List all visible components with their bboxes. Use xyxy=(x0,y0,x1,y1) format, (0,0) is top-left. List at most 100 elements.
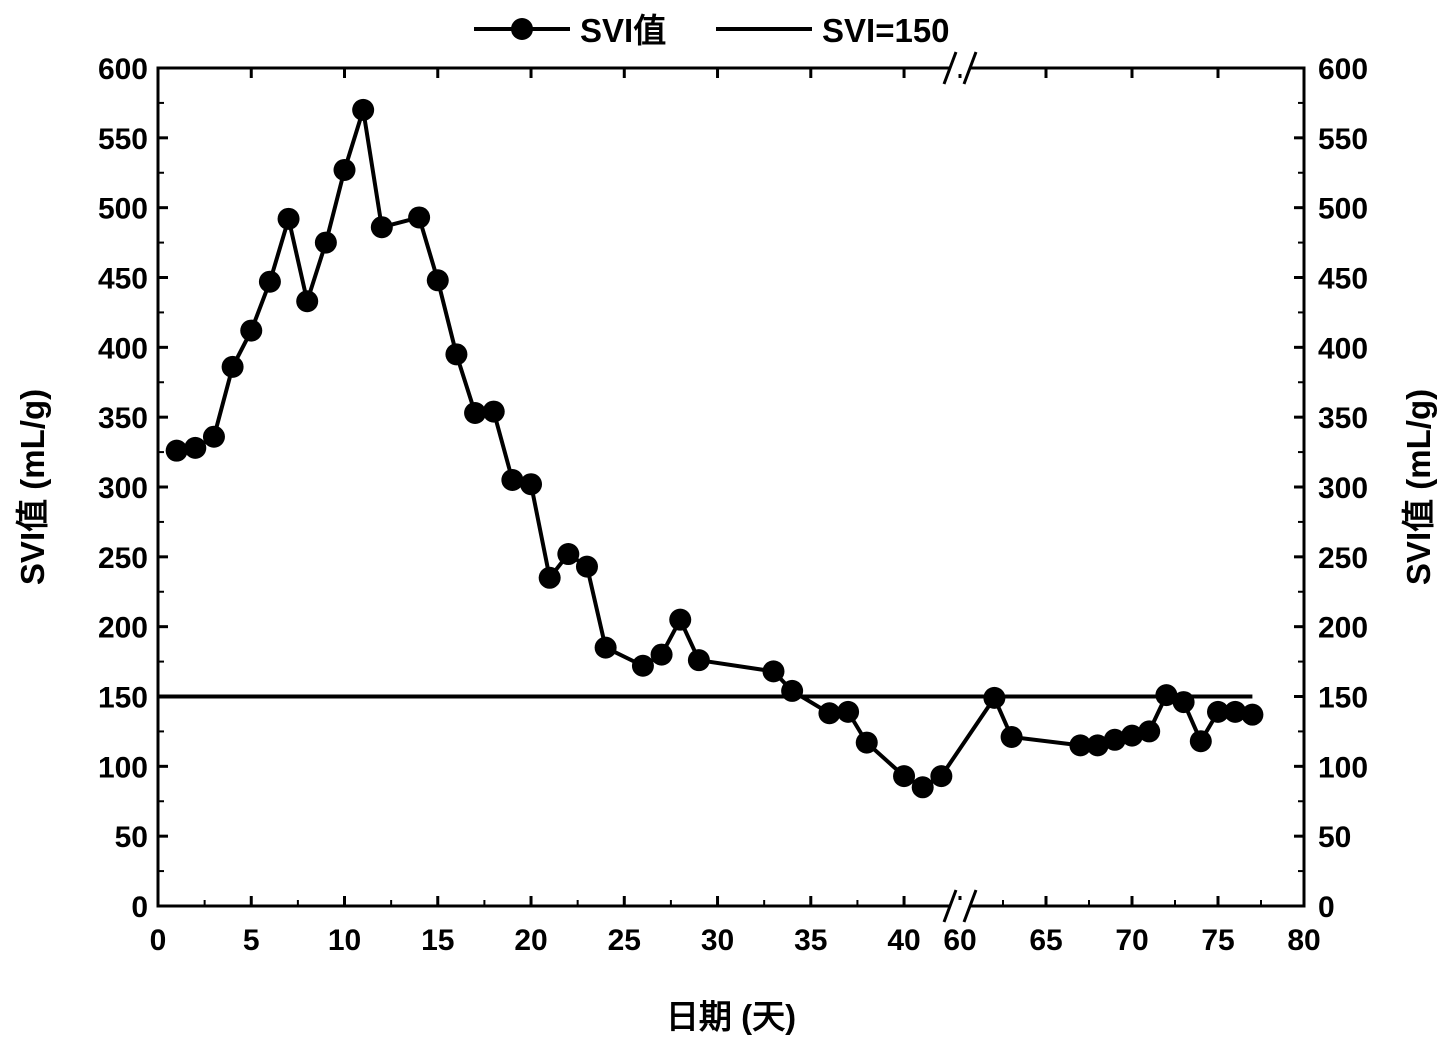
svi-data-point xyxy=(837,700,860,723)
svi-data-point xyxy=(165,439,188,462)
y-tick-label-left: 300 xyxy=(98,472,148,505)
break-slash xyxy=(962,889,978,923)
y-tick-label-right: 600 xyxy=(1318,53,1368,86)
svi-data-point xyxy=(669,608,692,631)
y-tick-label-right: 250 xyxy=(1318,542,1368,575)
y-tick-label-left: 50 xyxy=(115,821,148,854)
y-tick-label-left: 500 xyxy=(98,193,148,226)
svi-data-point xyxy=(352,98,375,121)
y-tick-label-left: 150 xyxy=(98,682,148,715)
svi-data-point xyxy=(538,566,561,589)
x-axis-title: 日期 (天) xyxy=(666,998,796,1035)
y-tick-label-left: 600 xyxy=(98,53,148,86)
y-tick-label-left: 350 xyxy=(98,402,148,435)
y-tick-label-left: 450 xyxy=(98,263,148,296)
x-tick-label: 5 xyxy=(243,924,260,957)
svi-data-point xyxy=(408,206,431,229)
y-tick-label-right: 200 xyxy=(1318,612,1368,645)
svi-data-point xyxy=(855,731,878,754)
svi-data-point xyxy=(1069,734,1092,757)
x-tick-label: 35 xyxy=(794,924,827,957)
plot-area-border xyxy=(156,66,1306,908)
x-tick-label: 20 xyxy=(514,924,547,957)
y-tick-label-right: 350 xyxy=(1318,402,1368,435)
svi-data-point xyxy=(1121,724,1143,747)
svi-data-point xyxy=(426,269,449,292)
svi-data-point xyxy=(631,654,654,677)
svi-data-point xyxy=(1241,703,1264,726)
x-tick-label: 75 xyxy=(1201,924,1234,957)
x-axis-break-marks xyxy=(942,51,978,923)
legend-svi-marker xyxy=(511,18,533,40)
y-tick-label-right: 50 xyxy=(1318,821,1351,854)
svi-data-point xyxy=(930,765,953,788)
svi-data-point xyxy=(911,776,934,799)
svi-data-point xyxy=(893,765,916,788)
svi-data-point xyxy=(1189,730,1212,753)
y-axis-title-right: SVI值 (mL/g) xyxy=(1400,389,1437,585)
svi-data-point xyxy=(314,231,337,254)
y-tick-label-left: 200 xyxy=(98,612,148,645)
y-tick-label-left: 100 xyxy=(98,751,148,784)
svi-series-line xyxy=(176,107,1253,790)
svi-data-point xyxy=(575,555,598,578)
svi-data-point xyxy=(1000,726,1023,749)
svi-data-point xyxy=(240,319,263,342)
x-axis: 0 5 10 15 20 25 30 35 40 60 65 70 75 80 xyxy=(150,68,1321,957)
y-tick-label-right: 300 xyxy=(1318,472,1368,505)
svi-data-point xyxy=(333,158,356,181)
y-tick-label-right: 400 xyxy=(1318,332,1368,365)
x-tick-label: 25 xyxy=(608,924,641,957)
x-tick-label: 65 xyxy=(1029,924,1062,957)
break-gap xyxy=(949,900,971,912)
svi-data-point xyxy=(687,649,710,672)
legend-svi-label: SVI值 xyxy=(580,12,666,49)
y-tick-label-left: 400 xyxy=(98,332,148,365)
svi-data-point xyxy=(594,636,617,659)
svi-data-point xyxy=(1138,720,1161,743)
y-tick-label-right: 150 xyxy=(1318,682,1368,715)
y-axis-title-left: SVI值 (mL/g) xyxy=(14,389,51,585)
svi-data-point xyxy=(1103,728,1126,751)
svi-data-point xyxy=(184,436,207,459)
y-tick-label-right: 550 xyxy=(1318,123,1368,156)
y-tick-label-right: 100 xyxy=(1318,751,1368,784)
svi-data-point xyxy=(258,270,281,293)
break-slash xyxy=(962,51,978,85)
x-tick-label: 30 xyxy=(701,924,734,957)
svi-data-point xyxy=(464,401,487,424)
svi-data-point xyxy=(221,355,244,378)
legend: SVI值 SVI=150 xyxy=(474,12,950,49)
svi-data-point xyxy=(1224,700,1247,723)
x-tick-label: 60 xyxy=(943,924,976,957)
x-tick-label: 40 xyxy=(887,924,920,957)
y-tick-label-left: 550 xyxy=(98,123,148,156)
svi-data-point xyxy=(501,469,524,492)
y-axis-right: 0 50 100 150 200 250 300 350 400 450 500 550 600 xyxy=(1294,53,1368,924)
x-tick-label: 80 xyxy=(1287,924,1320,957)
svi-data-point xyxy=(781,679,804,702)
series-layer xyxy=(158,98,1264,799)
svi-data-point xyxy=(520,473,543,496)
break-gap xyxy=(949,62,971,74)
legend-threshold-label: SVI=150 xyxy=(822,12,950,49)
y-tick-label-right: 0 xyxy=(1318,891,1335,924)
break-slash xyxy=(942,889,958,923)
y-tick-label-right: 450 xyxy=(1318,263,1368,296)
x-tick-label: 70 xyxy=(1115,924,1148,957)
svi-data-point xyxy=(1172,691,1195,714)
y-axis-left: 0 50 100 150 200 250 300 350 400 450 500 550 600 xyxy=(98,53,168,924)
svi-data-point xyxy=(445,343,468,366)
svi-data-point xyxy=(762,660,785,683)
x-tick-label: 15 xyxy=(421,924,454,957)
svi-data-point xyxy=(482,400,505,423)
svi-data-point xyxy=(1086,734,1109,757)
svi-data-point xyxy=(277,207,300,230)
svi-data-point xyxy=(557,543,580,566)
y-tick-label-left: 250 xyxy=(98,542,148,575)
svi-data-point xyxy=(370,216,393,239)
svi-data-point xyxy=(296,290,319,313)
svi-data-point xyxy=(650,643,673,666)
svi-data-point xyxy=(202,425,225,448)
